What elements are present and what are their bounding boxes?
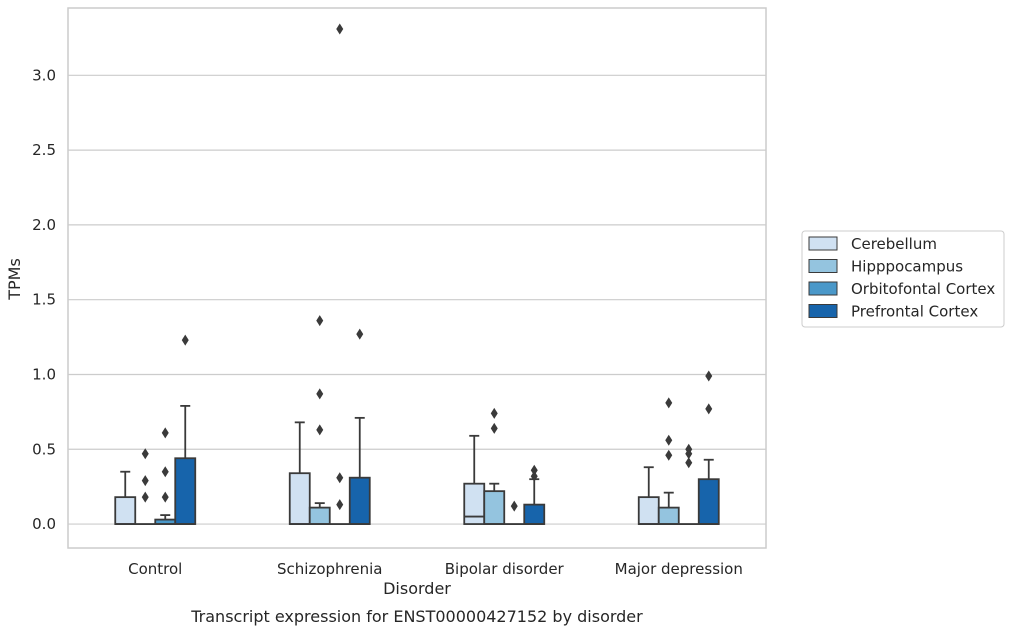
outlier-point [141,448,149,460]
y-tick-label: 0.5 [32,440,56,458]
outlier-point [161,491,169,503]
plot-area-frame [67,7,767,549]
box [483,490,506,525]
box [463,482,486,525]
box-prefrontal-cortex [697,370,720,525]
box [348,476,371,525]
box-hipppocampus [308,315,331,525]
outlier-point [705,370,713,382]
legend: Cerebellum Hipppocampus Orbitofontal Corte… [801,230,1005,328]
outlier-point [685,457,693,469]
box [288,472,311,525]
box-prefrontal-cortex [348,328,371,525]
outlier-point [490,407,498,419]
outlier-point [181,334,189,346]
x-axis-label: Disorder [383,579,451,598]
y-tick-label: 2.0 [32,216,56,234]
box-prefrontal-cortex [523,464,546,525]
outlier-point [161,427,169,439]
y-tick-label: 1.5 [32,291,56,309]
x-axis-ticks: Control Schizophrenia Bipolar disorder Majo… [128,560,743,578]
x-tick-label: Schizophrenia [277,560,382,578]
box-cerebellum [637,466,660,525]
y-tick-label: 1.0 [32,365,56,383]
outlier-point [665,449,673,461]
outlier-point [161,466,169,478]
outlier-point [336,472,344,484]
outlier-point [665,434,673,446]
chart-caption: Transcript expression for ENST0000042715… [190,607,643,626]
x-tick-label: Control [128,560,182,578]
x-tick-label: Bipolar disorder [445,560,565,578]
outlier-point [510,500,518,512]
legend-swatch [808,259,838,273]
outlier-point [685,443,693,455]
box [637,496,660,525]
box-orbitofontal-cortex [154,427,177,525]
box [657,506,680,525]
box-cerebellum [114,470,137,525]
outlier-point [490,422,498,434]
outlier-point [316,315,324,327]
box-hipppocampus [135,448,156,525]
box [523,503,546,525]
outlier-point [316,424,324,436]
legend-swatch [808,304,838,318]
outlier-point [530,464,538,476]
outlier-point [336,23,344,35]
outlier-point [705,403,713,415]
outlier-point [530,470,538,482]
legend-label: Cerebellum [851,235,937,253]
box [114,496,137,525]
box-cerebellum [288,421,311,525]
box-prefrontal-cortex [174,334,197,525]
box-plots [114,23,720,525]
box [697,478,720,525]
legend-label: Prefrontal Cortex [851,303,978,321]
outlier-point [356,328,364,340]
legend-swatch [808,281,838,296]
x-tick-label: Major depression [615,560,743,578]
y-tick-label: 0.0 [32,515,56,533]
outlier-point [316,388,324,400]
box-orbitofontal-cortex [678,443,699,525]
box-orbitofontal-cortex [504,500,525,525]
outlier-point [141,475,149,487]
box-cerebellum [463,434,486,525]
box [174,457,197,525]
box [308,506,331,525]
legend-label: Orbitofontal Cortex [851,280,995,298]
box-hipppocampus [483,407,506,525]
box-hipppocampus [657,397,680,525]
y-axis-ticks: 0.0 0.5 1.0 1.5 2.0 2.5 3.0 [32,66,56,533]
y-tick-label: 3.0 [32,66,56,84]
legend-frame [801,230,1005,328]
outlier-point [336,499,344,511]
legend-swatch [808,236,838,251]
y-axis-label: TPMs [5,258,24,301]
legend-label: Hipppocampus [851,258,963,276]
y-tick-label: 2.5 [32,141,56,159]
outlier-point [141,491,149,503]
gridlines [68,74,766,525]
outlier-point [665,397,673,409]
box-orbitofontal-cortex [329,23,350,525]
